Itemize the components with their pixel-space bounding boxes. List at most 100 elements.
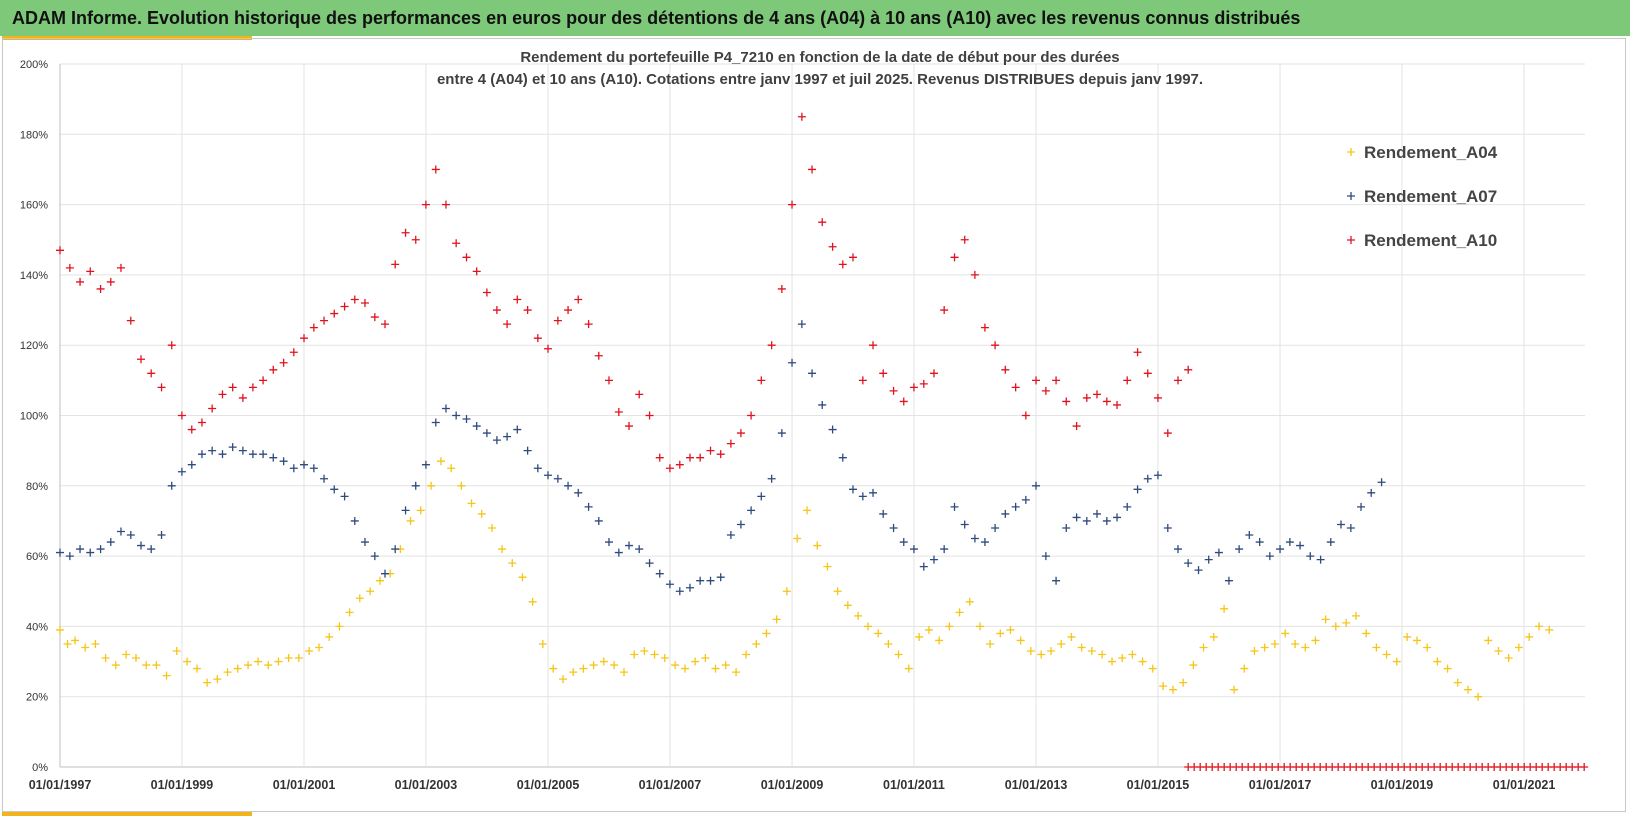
point-rendement-a10 xyxy=(726,439,735,448)
point-rendement-a10 xyxy=(279,358,288,367)
point-rendement-a10 xyxy=(503,320,512,329)
point-rendement-a07 xyxy=(472,422,481,431)
data-marks xyxy=(56,112,1589,771)
point-rendement-a04 xyxy=(355,594,364,603)
point-rendement-a04 xyxy=(1016,636,1025,645)
point-rendement-a04 xyxy=(1098,650,1107,659)
point-rendement-a10 xyxy=(248,383,257,392)
point-rendement-a10 xyxy=(645,411,654,420)
point-rendement-a10 xyxy=(838,260,847,269)
point-rendement-a07 xyxy=(1346,523,1355,532)
point-rendement-a10 xyxy=(716,450,725,459)
point-rendement-a07 xyxy=(736,520,745,529)
point-rendement-a07 xyxy=(1316,555,1325,564)
point-rendement-a04 xyxy=(142,661,151,670)
point-rendement-a04 xyxy=(620,668,629,677)
point-rendement-a10 xyxy=(187,425,196,434)
legend-label: Rendement_A10 xyxy=(1364,231,1497,250)
point-rendement-a04 xyxy=(1006,625,1015,634)
point-rendement-a07 xyxy=(411,481,420,490)
point-rendement-a07 xyxy=(929,555,938,564)
point-rendement-a04 xyxy=(935,636,944,645)
point-rendement-a04 xyxy=(274,657,283,666)
point-rendement-a04 xyxy=(1362,629,1371,638)
point-rendement-a10 xyxy=(553,316,562,325)
point-rendement-a04 xyxy=(1220,604,1229,613)
point-rendement-a07 xyxy=(1357,502,1366,511)
point-rendement-a04 xyxy=(986,639,995,648)
point-rendement-a10 xyxy=(879,369,888,378)
point-rendement-a04 xyxy=(1392,657,1401,666)
x-tick-label: 01/01/2005 xyxy=(517,778,580,792)
point-rendement-a10 xyxy=(685,453,694,462)
point-rendement-a04 xyxy=(1535,622,1544,631)
y-tick-label: 80% xyxy=(26,481,48,493)
point-rendement-a10 xyxy=(228,383,237,392)
point-rendement-a10 xyxy=(1133,348,1142,357)
point-rendement-a07 xyxy=(1214,548,1223,557)
y-tick-label: 20% xyxy=(26,692,48,704)
point-rendement-a04 xyxy=(71,636,80,645)
point-rendement-a10 xyxy=(411,235,420,244)
accent-bar-bottom xyxy=(2,812,252,816)
point-rendement-a07 xyxy=(767,474,776,483)
point-rendement-a04 xyxy=(976,622,985,631)
point-rendement-a07 xyxy=(1194,566,1203,575)
x-tick-label: 01/01/2021 xyxy=(1493,778,1556,792)
point-rendement-a10 xyxy=(116,263,125,272)
point-rendement-a07 xyxy=(452,411,461,420)
point-rendement-a10 xyxy=(848,253,857,262)
point-rendement-a07 xyxy=(1224,576,1233,585)
point-rendement-a04 xyxy=(1443,664,1452,673)
point-rendement-a10 xyxy=(218,390,227,399)
series-Rendement_A07 xyxy=(56,320,1386,596)
point-rendement-a04 xyxy=(762,629,771,638)
point-rendement-a10 xyxy=(1062,397,1071,406)
point-rendement-a04 xyxy=(518,573,527,582)
point-rendement-a04 xyxy=(223,668,232,677)
y-tick-label: 140% xyxy=(20,270,48,282)
point-rendement-a07 xyxy=(1276,545,1285,554)
point-rendement-a04 xyxy=(477,509,486,518)
point-rendement-a04 xyxy=(996,629,1005,638)
point-rendement-a07 xyxy=(309,464,318,473)
point-rendement-a10 xyxy=(441,200,450,209)
point-rendement-a10 xyxy=(259,376,268,385)
point-rendement-a10 xyxy=(401,228,410,237)
y-tick-label: 0% xyxy=(32,762,48,774)
point-rendement-a07 xyxy=(279,457,288,466)
point-rendement-a07 xyxy=(858,492,867,501)
point-rendement-a04 xyxy=(192,664,201,673)
point-rendement-a04 xyxy=(772,615,781,624)
point-rendement-a04 xyxy=(131,654,140,663)
point-rendement-a04 xyxy=(447,464,456,473)
point-rendement-a10 xyxy=(381,320,390,329)
point-rendement-a10 xyxy=(747,411,756,420)
point-rendement-a07 xyxy=(991,523,1000,532)
point-rendement-a04 xyxy=(1464,685,1473,694)
point-rendement-a10 xyxy=(757,376,766,385)
point-rendement-a07 xyxy=(1163,523,1172,532)
point-rendement-a04 xyxy=(924,625,933,634)
point-rendement-a07 xyxy=(797,320,806,329)
point-rendement-a04 xyxy=(1250,647,1259,656)
point-rendement-a07 xyxy=(320,474,329,483)
point-rendement-a04 xyxy=(213,675,222,684)
point-rendement-a07 xyxy=(675,587,684,596)
point-rendement-a07 xyxy=(1184,559,1193,568)
point-rendement-a04 xyxy=(660,654,669,663)
point-rendement-a04 xyxy=(1372,643,1381,652)
y-tick-label: 180% xyxy=(20,129,48,141)
point-rendement-a04 xyxy=(701,654,710,663)
x-tick-label: 01/01/2009 xyxy=(761,778,824,792)
point-rendement-a04 xyxy=(56,625,64,634)
point-rendement-a04 xyxy=(508,559,517,568)
point-rendement-a04 xyxy=(1118,654,1127,663)
point-rendement-a04 xyxy=(1514,643,1523,652)
point-rendement-a07 xyxy=(533,464,542,473)
point-rendement-a10 xyxy=(523,306,532,315)
point-rendement-a07 xyxy=(777,429,786,438)
point-rendement-a07 xyxy=(76,545,85,554)
point-rendement-a10 xyxy=(1143,369,1152,378)
point-rendement-a07 xyxy=(645,559,654,568)
